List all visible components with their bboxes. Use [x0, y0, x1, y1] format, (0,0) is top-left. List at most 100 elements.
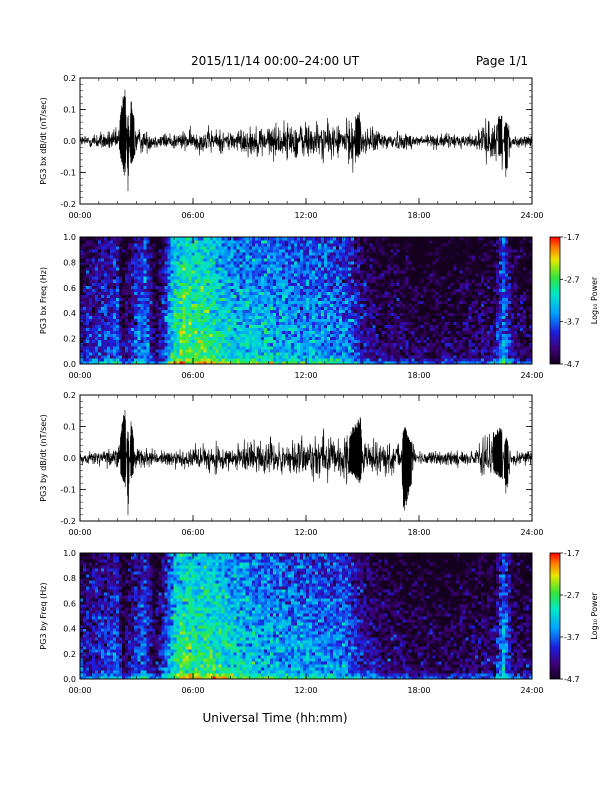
- spectrogram-cell: [303, 243, 306, 246]
- spectrogram-cell: [228, 258, 231, 261]
- spectrogram-cell: [143, 240, 146, 243]
- spectrogram-cell: [393, 270, 396, 273]
- spectrogram-cell: [288, 316, 291, 319]
- spectrogram-cell: [95, 273, 98, 276]
- spectrogram-cell: [182, 355, 185, 358]
- spectrogram-cell: [354, 294, 357, 297]
- spectrogram-cell: [188, 358, 191, 361]
- spectrogram-cell: [101, 279, 104, 282]
- spectrogram-cell: [294, 331, 297, 334]
- spectrogram-cell: [125, 291, 128, 294]
- spectrogram-cell: [110, 249, 113, 252]
- spectrogram-cell: [207, 325, 210, 328]
- spectrogram-cell: [297, 264, 300, 267]
- spectrogram-cell: [128, 310, 131, 313]
- spectrogram-cell: [86, 264, 89, 267]
- spectrogram-cell: [312, 334, 315, 337]
- spectrogram-cell: [261, 319, 264, 322]
- spectrogram-cell: [390, 358, 393, 361]
- spectrogram-cell: [351, 343, 354, 346]
- spectrogram-cell: [155, 252, 158, 255]
- spectrogram-cell: [128, 258, 131, 261]
- spectrogram-cell: [228, 261, 231, 264]
- spectrogram-cell: [173, 334, 176, 337]
- spectrogram-cell: [270, 331, 273, 334]
- spectrogram-cell: [204, 291, 207, 294]
- spectrogram-cell: [258, 349, 261, 352]
- spectrogram-cell: [276, 355, 279, 358]
- spectrogram-cell: [249, 319, 252, 322]
- spectrogram-cell: [92, 352, 95, 355]
- spectrogram-cell: [219, 325, 222, 328]
- spectrogram-cell: [243, 246, 246, 249]
- spectrogram-cell: [188, 270, 191, 273]
- spectrogram-cell: [164, 316, 167, 319]
- spectrogram-cell: [288, 343, 291, 346]
- spectrogram-cell: [369, 328, 372, 331]
- spectrogram-cell: [119, 343, 122, 346]
- spectrogram-cell: [128, 294, 131, 297]
- spectrogram-cell: [240, 334, 243, 337]
- spectrogram-cell: [348, 349, 351, 352]
- spectrogram-cell: [408, 304, 411, 307]
- spectrogram-cell: [173, 270, 176, 273]
- spectrogram-cell: [188, 276, 191, 279]
- spectrogram-cell: [399, 282, 402, 285]
- spectrogram-cell: [161, 264, 164, 267]
- spectrogram-cell: [285, 243, 288, 246]
- spectrogram-cell: [306, 258, 309, 261]
- spectrogram-cell: [411, 291, 414, 294]
- spectrogram-cell: [303, 276, 306, 279]
- spectrogram-cell: [288, 319, 291, 322]
- spectrogram-cell: [330, 304, 333, 307]
- spectrogram-cell: [324, 294, 327, 297]
- spectrogram-cell: [146, 282, 149, 285]
- spectrogram-cell: [237, 276, 240, 279]
- spectrogram-cell: [402, 313, 405, 316]
- spectrogram-cell: [140, 322, 143, 325]
- spectrogram-cell: [213, 343, 216, 346]
- spectrogram-cell: [270, 343, 273, 346]
- spectrogram-cell: [185, 343, 188, 346]
- spectrogram-cell: [342, 343, 345, 346]
- spectrogram-cell: [306, 273, 309, 276]
- spectrogram-cell: [424, 288, 427, 291]
- spectrogram-cell: [80, 349, 83, 352]
- spectrogram-cell: [161, 297, 164, 300]
- spectrogram-cell: [240, 337, 243, 340]
- spectrogram-cell: [357, 279, 360, 282]
- spectrogram-cell: [342, 331, 345, 334]
- spectrogram-cell: [185, 243, 188, 246]
- spectrogram-cell: [128, 349, 131, 352]
- spectrogram-cell: [327, 352, 330, 355]
- spectrogram-cell: [119, 325, 122, 328]
- spectrogram-cell: [170, 304, 173, 307]
- spectrogram-cell: [402, 279, 405, 282]
- spectrogram-cell: [128, 267, 131, 270]
- spectrogram-cell: [303, 279, 306, 282]
- spectrogram-cell: [128, 288, 131, 291]
- spectrogram-cell: [315, 285, 318, 288]
- spectrogram-cell: [421, 291, 424, 294]
- spectrogram-cell: [324, 288, 327, 291]
- spectrogram-cell: [252, 249, 255, 252]
- spectrogram-cell: [291, 355, 294, 358]
- spectrogram-cell: [170, 249, 173, 252]
- spectrogram-cell: [273, 252, 276, 255]
- spectrogram-cell: [231, 291, 234, 294]
- spectrogram-cell: [387, 246, 390, 249]
- spectrogram-cell: [408, 310, 411, 313]
- spectrogram-cell: [95, 297, 98, 300]
- spectrogram-cell: [243, 255, 246, 258]
- spectrogram-cell: [324, 264, 327, 267]
- spectrogram-cell: [119, 352, 122, 355]
- spectrogram-cell: [161, 246, 164, 249]
- spectrogram-cell: [210, 246, 213, 249]
- spectrogram-cell: [128, 249, 131, 252]
- spectrogram-cell: [198, 352, 201, 355]
- spectrogram-cell: [179, 319, 182, 322]
- spectrogram-cell: [185, 273, 188, 276]
- spectrogram-cell: [152, 276, 155, 279]
- spectrogram-cell: [134, 279, 137, 282]
- spectrogram-cell: [125, 346, 128, 349]
